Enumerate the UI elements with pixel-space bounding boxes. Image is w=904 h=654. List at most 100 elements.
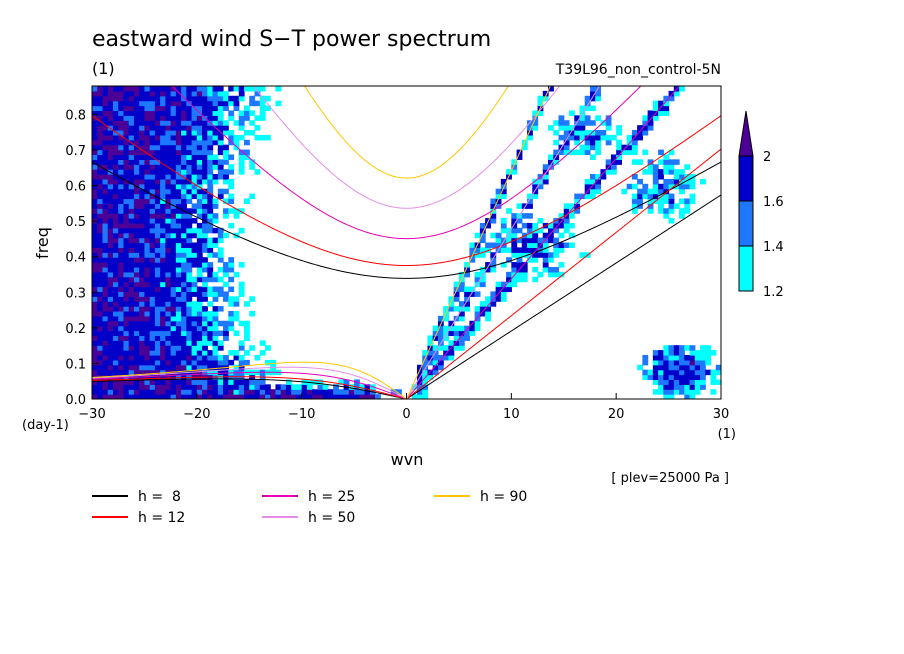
spectrum-cell: [322, 384, 329, 390]
spectrum-cell: [102, 134, 109, 141]
spectrum-cell: [175, 222, 182, 229]
spectrum-cell: [170, 359, 177, 366]
spectrum-cell: [149, 188, 156, 195]
spectrum-cell: [223, 320, 229, 327]
spectrum-cell: [668, 350, 675, 356]
spectrum-cell: [684, 183, 691, 190]
spectrum-cell: [212, 320, 219, 327]
spectrum-cell: [175, 281, 182, 288]
spectrum-cell: [170, 281, 177, 288]
x-axis: −30 −20 −10 0 10 20 30: [78, 393, 729, 422]
spectrum-cell: [144, 306, 151, 312]
spectrum-cell: [118, 222, 125, 229]
spectrum-cell: [154, 115, 161, 121]
spectrum-cell: [107, 213, 114, 219]
spectrum-cell: [144, 159, 151, 165]
spectrum-cell: [128, 213, 135, 219]
spectrum-cell: [165, 110, 172, 116]
spectrum-cell: [160, 330, 166, 337]
spectrum-cell: [92, 394, 98, 399]
spectrum-cell: [527, 130, 533, 136]
spectrum-cell: [506, 232, 512, 239]
spectrum-cell: [118, 242, 125, 248]
spectrum-cell: [128, 169, 135, 175]
spectrum-cell: [202, 193, 208, 200]
spectrum-cell: [175, 379, 182, 385]
spectrum-cell: [647, 369, 654, 376]
spectrum-cell: [359, 394, 366, 399]
spectrum-cell: [443, 354, 450, 361]
spectrum-cell: [506, 169, 512, 175]
colorbar-segment: [738, 155, 754, 202]
spectrum-cell: [102, 286, 109, 293]
spectrum-cell: [217, 354, 224, 361]
spectrum-cell: [128, 174, 135, 180]
spectrum-cell: [160, 247, 166, 253]
chart-subtitle-right: T39L96_non_control-5N: [555, 62, 721, 78]
spectrum-cell: [170, 379, 177, 385]
spectrum-cell: [139, 286, 146, 293]
spectrum-cell: [144, 203, 151, 209]
spectrum-cell: [710, 379, 717, 385]
spectrum-cell: [212, 306, 219, 312]
spectrum-cell: [652, 354, 659, 361]
spectrum-cell: [160, 130, 166, 136]
spectrum-cell: [527, 134, 533, 141]
y-tick-label: 0.1: [65, 357, 86, 372]
spectrum-cell: [244, 389, 250, 395]
spectrum-cell: [97, 281, 104, 288]
spectrum-cell: [112, 335, 119, 341]
spectrum-cell: [181, 345, 187, 351]
spectrum-cell: [186, 394, 193, 399]
spectrum-cell: [568, 130, 575, 136]
spectrum-cell: [595, 144, 602, 151]
spectrum-cell: [128, 257, 135, 263]
spectrum-cell: [118, 281, 125, 288]
spectrum-cell: [464, 286, 470, 293]
spectrum-cell: [207, 86, 214, 92]
spectrum-cell: [453, 325, 460, 332]
spectrum-cell: [123, 340, 130, 346]
spectrum-cell: [170, 247, 177, 253]
spectrum-cell: [249, 164, 256, 170]
spectrum-cell: [474, 252, 481, 258]
spectrum-cell: [97, 174, 104, 180]
spectrum-cell: [448, 296, 455, 302]
spectrum-cell: [170, 95, 177, 102]
spectrum-cell: [244, 154, 250, 160]
spectrum-cell: [112, 218, 119, 224]
spectrum-cell: [605, 120, 612, 126]
spectrum-cell: [165, 306, 172, 312]
spectrum-cell: [495, 232, 502, 239]
spectrum-cell: [668, 359, 675, 366]
spectrum-cell: [191, 301, 198, 307]
spectrum-cell: [170, 325, 177, 332]
spectrum-cell: [553, 154, 560, 160]
spectrum-cell: [464, 271, 470, 278]
spectrum-cell: [500, 281, 507, 288]
spectrum-cell: [474, 310, 481, 317]
spectrum-cell: [133, 335, 140, 341]
spectrum-cell: [249, 394, 256, 399]
legend-label: h = 8: [138, 489, 181, 505]
spectrum-cell: [107, 359, 114, 366]
spectrum-cell: [92, 159, 98, 165]
spectrum-cell: [92, 335, 98, 341]
spectrum-cell: [637, 125, 643, 131]
spectrum-cell: [495, 193, 502, 200]
spectrum-cell: [154, 218, 161, 224]
spectrum-cell: [233, 350, 240, 356]
spectrum-cell: [212, 174, 219, 180]
spectrum-cell: [668, 354, 675, 361]
spectrum-cell: [238, 354, 245, 361]
spectrum-cell: [689, 193, 696, 200]
spectrum-cell: [133, 154, 140, 160]
spectrum-cell: [139, 335, 146, 341]
spectrum-cell: [175, 257, 182, 263]
spectrum-cell: [139, 130, 146, 136]
spectrum-cell: [710, 374, 717, 381]
spectrum-cell: [506, 208, 512, 214]
spectrum-cell: [139, 90, 146, 97]
spectrum-cell: [170, 134, 177, 141]
spectrum-cell: [118, 389, 125, 395]
